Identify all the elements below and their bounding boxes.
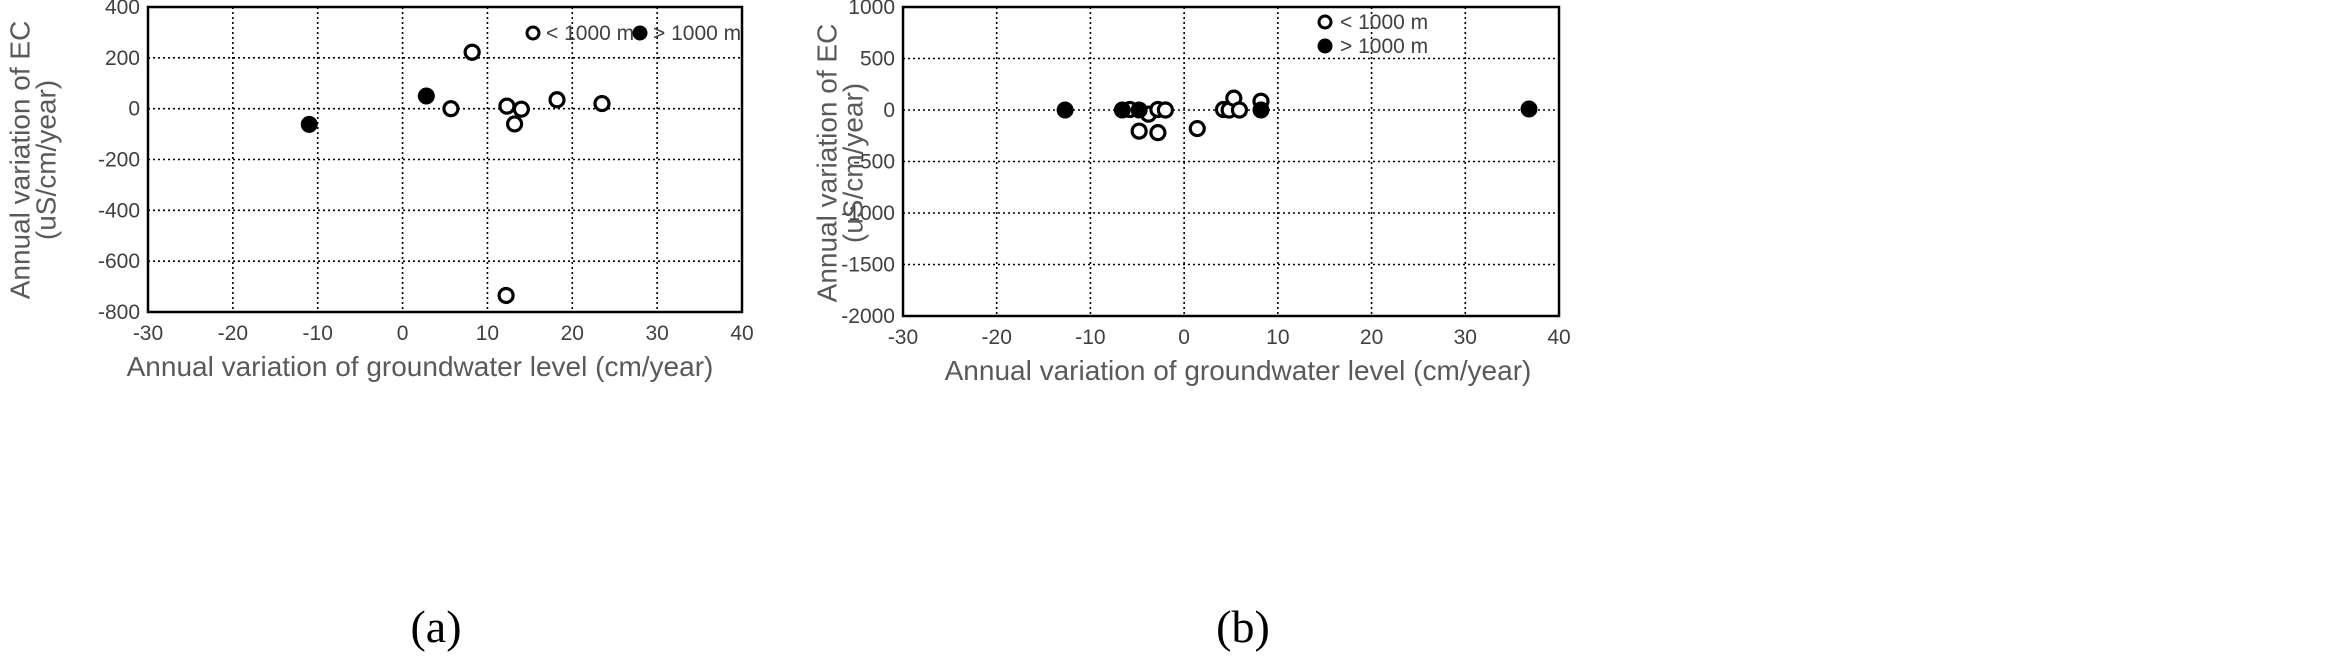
panel-label: (b) [1216,601,1270,652]
x-tick-label: 0 [1178,326,1190,349]
legend-marker [525,25,541,41]
data-point-lt-1000m [1149,124,1167,142]
legend-label: > 1000 m [1340,35,1428,58]
data-point-lt-1000m [498,97,516,115]
data-point-lt-1000m [505,115,524,133]
plot-frame [901,5,1561,318]
x-tick-label: 0 [397,322,409,345]
data-point-lt-1000m [497,286,515,305]
x-tick-label: 20 [561,322,584,345]
legend-marker [1317,38,1333,54]
chart-panel-a: -30 -20 -10 0 10 20 30 40 -800 -600 -400 -200 0 200 40… [4,0,753,652]
data-point-gt-1000m [1113,101,1131,119]
data-point-gt-1000m [1130,101,1148,119]
x-tick-label: 30 [645,322,668,345]
x-tick-label: 40 [1547,326,1570,349]
x-tick-label: 20 [1360,326,1383,349]
y-tick-label: 1000 [848,0,895,19]
y-tick-label: -1500 [841,254,895,277]
data-point-lt-1000m [593,94,611,113]
data-point-lt-1000m [1230,101,1249,119]
data-point-lt-1000m [442,100,460,118]
y-tick-label: 400 [105,0,140,19]
y-axis-label: Annual variation of EC [4,21,35,300]
y-tick-label: -1000 [841,202,895,225]
panel-label: (a) [410,601,461,652]
data-point-lt-1000m [548,91,566,109]
x-tick-label: -20 [218,322,248,345]
data-point-gt-1000m [300,115,318,133]
y-tick-label: -800 [98,301,140,324]
x-axis-label: Annual variation of groundwater level (c… [945,355,1532,386]
data-point-lt-1000m [1130,122,1148,140]
y-tick-label: -500 [853,151,895,174]
x-tick-label: -30 [888,326,918,349]
x-tick-label: 10 [476,322,499,345]
legend-label: > 1000 m [653,22,741,45]
data-point-lt-1000m [1156,101,1175,119]
y-tick-label: -200 [98,149,140,172]
x-axis-label: Annual variation of groundwater level (c… [127,351,714,382]
y-axis-label: (uS/cm/year) [30,80,61,240]
data-point-lt-1000m [1188,119,1206,138]
chart-panel-b: -30 -20 -10 0 10 20 30 40 -2000 -1500 -1000 -500 0 50… [811,0,1570,652]
legend-marker [632,25,648,41]
x-tick-label: 10 [1266,326,1289,349]
legend-label: < 1000 m [546,22,634,45]
y-tick-label: 0 [883,99,895,122]
data-point-gt-1000m [1252,101,1270,119]
y-axis-label: (uS/cm/year) [837,83,868,243]
x-tick-label: 30 [1454,326,1477,349]
legend-label: < 1000 m [1340,11,1428,34]
y-tick-label: -2000 [841,305,895,328]
legend-marker [1317,14,1333,30]
x-tick-label: -10 [303,322,333,345]
x-tick-label: 40 [730,322,753,345]
y-tick-label: -600 [98,250,140,273]
y-tick-label: 200 [105,47,140,70]
y-tick-label: 500 [860,48,895,71]
x-tick-label: -10 [1075,326,1105,349]
data-point-gt-1000m [1056,101,1074,119]
y-tick-label: -400 [98,199,140,222]
x-tick-label: -30 [133,322,163,345]
data-point-gt-1000m [1520,100,1538,118]
y-axis-label: Annual variation of EC [811,24,842,303]
y-tick-label: 0 [128,98,140,121]
x-tick-label: -20 [982,326,1012,349]
data-point-lt-1000m [463,43,481,61]
data-point-lt-1000m [512,100,530,118]
data-point-gt-1000m [417,87,435,105]
plot-frame [146,5,744,314]
